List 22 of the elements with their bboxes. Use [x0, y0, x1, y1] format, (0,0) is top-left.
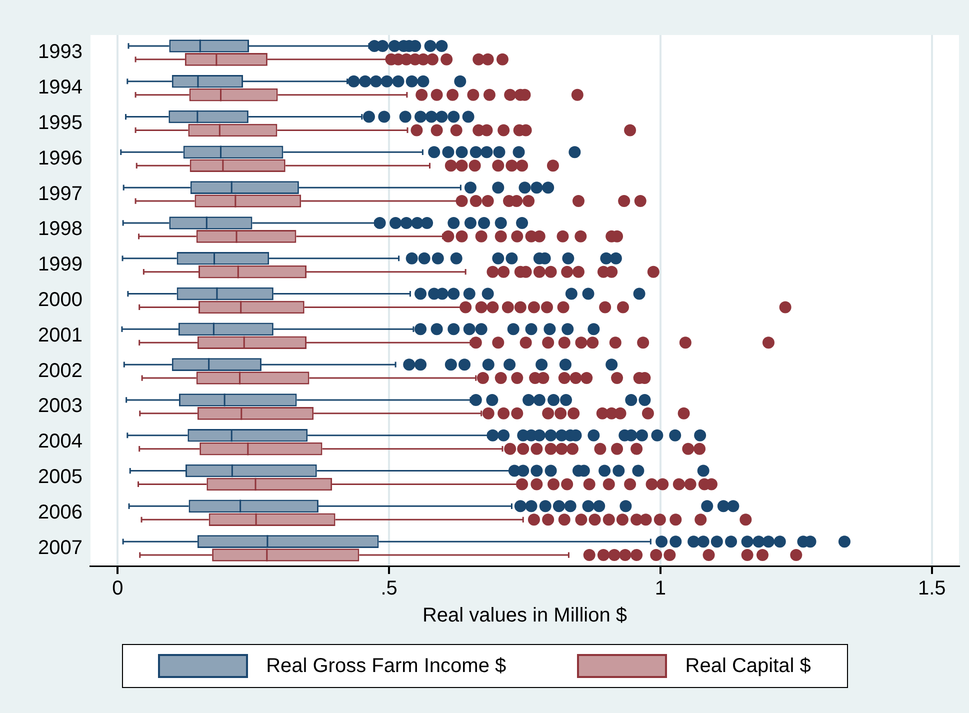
- y-tick-label: 2006: [38, 501, 82, 524]
- y-tick-label: 1996: [38, 147, 82, 170]
- y-tick-label: 2007: [38, 536, 82, 559]
- x-tick-label: 0: [112, 578, 124, 600]
- y-tick-label: 2000: [38, 289, 82, 312]
- y-tick-label: 1995: [38, 112, 82, 134]
- y-tick-label: 2003: [38, 395, 82, 418]
- y-tick-label: 2001: [38, 324, 82, 346]
- y-tick-label: 2002: [38, 360, 82, 382]
- y-tick-label: 1997: [38, 182, 82, 205]
- text: Real Capital $: [685, 654, 811, 678]
- x-tick-label: 1: [654, 578, 666, 600]
- y-tick-label: 1999: [38, 254, 82, 276]
- y-tick-label: 1994: [38, 76, 82, 99]
- y-tick-label: 2005: [38, 466, 82, 488]
- x-tick-label: .5: [380, 578, 398, 600]
- y-tick-label: 1998: [38, 218, 82, 240]
- x-tick-label: 1.5: [918, 578, 946, 600]
- text: Real Gross Farm Income $: [266, 654, 506, 678]
- y-tick-label: 1993: [38, 41, 82, 64]
- y-tick-label: 2004: [38, 430, 82, 453]
- x-axis-title: Real values in Million $: [422, 604, 628, 627]
